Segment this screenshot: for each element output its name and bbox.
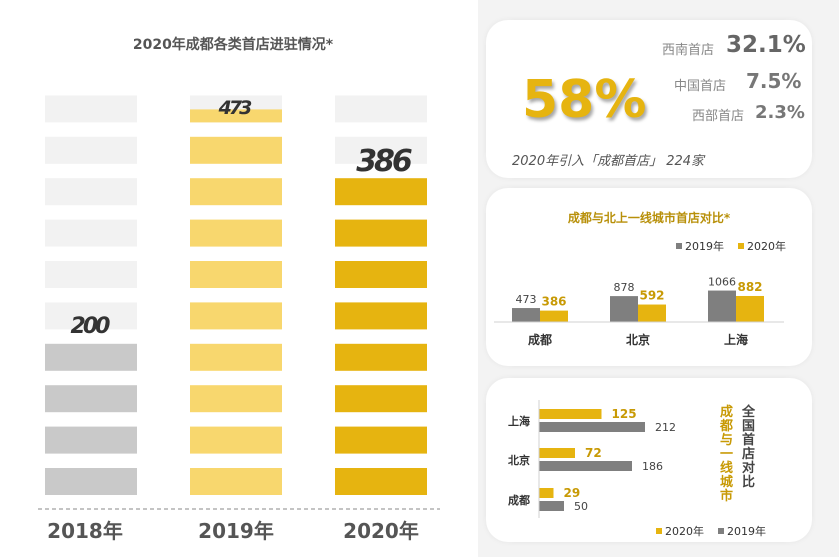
block-filled: [335, 261, 427, 288]
block-filled: [190, 385, 282, 413]
national-compare-card: 125 212 上海 72 186 北京 29 50 成都 2020年 2019年 成都与一线城市 …: [486, 378, 812, 542]
hbar-2020: [539, 448, 575, 458]
category-label: 上海: [724, 332, 748, 347]
category-label: 成都: [528, 332, 552, 347]
block-empty: [45, 219, 137, 247]
stat-label-china: 中国首店: [673, 79, 726, 94]
column-value-label: 386: [356, 144, 412, 179]
bar-2020: [540, 310, 568, 322]
block-filled: [335, 343, 427, 371]
hbar-2019: [539, 501, 564, 511]
left-chart-title: 2020年成都各类首店进驻情况*: [132, 37, 334, 53]
city-compare-chart: 2019年 2020年 473 386 成都 878 592 北京 1066 882 上海: [494, 239, 786, 347]
bar-label-2020: 386: [541, 295, 566, 309]
legend-swatch: [718, 528, 724, 534]
block-filled: [190, 426, 282, 454]
hbar-2019: [539, 461, 632, 471]
summary-caption: 2020年引入「成都首店」 224家: [512, 154, 705, 169]
hbar-2020: [539, 409, 602, 419]
stat-value-china: 7.5%: [746, 69, 802, 93]
block-filled: [335, 385, 427, 413]
column-year-label: 2020年: [343, 519, 419, 543]
legend-swatch: [656, 528, 662, 534]
hbar-2019: [539, 422, 645, 432]
column-value-label: 200: [71, 314, 111, 339]
bar-label-2019: 1066: [708, 276, 736, 289]
block-empty: [335, 136, 427, 164]
block-empty: [45, 261, 137, 288]
block-filled: [45, 343, 137, 371]
block-filled: [335, 302, 427, 330]
hbar-2020: [539, 488, 554, 498]
block-filled-partial: [190, 109, 282, 123]
block-filled: [335, 219, 427, 247]
bar-label-2019: 473: [516, 293, 537, 306]
hbar-label-2019: 212: [655, 421, 676, 434]
stat-label-southwest: 西南首店: [661, 43, 714, 58]
hbar-label-2019: 186: [642, 460, 663, 473]
bar-2020: [638, 304, 666, 322]
national-compare-title-part1: 成都与一线城市: [720, 405, 734, 504]
legend-label: 2019年: [727, 524, 766, 538]
block-filled: [190, 343, 282, 371]
block-filled: [45, 426, 137, 454]
hbar-label-2020: 72: [585, 446, 602, 460]
stat-label-west: 西部首店: [691, 109, 744, 124]
block-empty: [45, 302, 137, 330]
city-compare-card: 成都与北上一线城市首店对比* 2019年 2020年 473 386 成都 878 592 北…: [486, 188, 812, 366]
bar-2019: [512, 308, 540, 322]
block-filled: [335, 468, 427, 495]
national-compare-title-part2: 全国首店对比: [742, 405, 756, 490]
hbar-category-label: 北京: [508, 453, 530, 467]
block-empty: [45, 136, 137, 164]
legend-label: 2019年: [685, 239, 724, 253]
bar-label-2020: 592: [639, 289, 664, 303]
column-year-label: 2018年: [47, 519, 123, 543]
block-filled: [190, 261, 282, 288]
legend-swatch: [738, 243, 744, 249]
block-empty: [335, 95, 427, 123]
legend-swatch: [676, 243, 682, 249]
bar-2020: [736, 295, 764, 322]
block-filled: [190, 178, 282, 206]
block-filled: [335, 426, 427, 454]
block-empty: [45, 95, 137, 123]
bar-label-2020: 882: [737, 280, 762, 294]
bar-2019: [610, 296, 638, 322]
hbar-category-label: 成都: [508, 493, 530, 507]
big-percent: 58%: [522, 70, 647, 130]
block-filled: [45, 468, 137, 495]
stacked-block-chart: 200 2018年 473 2019年 386 2020年: [38, 95, 440, 543]
stat-value-west: 2.3%: [755, 102, 805, 123]
block-filled: [190, 302, 282, 330]
column-year-label: 2019年: [198, 519, 274, 543]
hbar-label-2019: 50: [574, 500, 588, 513]
column-value-label: 473: [218, 97, 252, 119]
category-label: 北京: [626, 332, 650, 347]
stat-value-southwest: 32.1%: [726, 32, 806, 58]
legend-label: 2020年: [665, 524, 704, 538]
block-filled: [45, 385, 137, 413]
block-empty: [45, 178, 137, 206]
block-filled: [335, 178, 427, 206]
hbar-label-2020: 125: [612, 407, 637, 421]
summary-card: 58% 西南首店 32.1% 中国首店 7.5% 西部首店 2.3% 2020年…: [486, 20, 812, 178]
legend-label: 2020年: [747, 239, 786, 253]
bar-label-2019: 878: [614, 281, 635, 294]
city-compare-title: 成都与北上一线城市首店对比*: [567, 211, 731, 225]
block-filled: [190, 136, 282, 164]
block-filled: [190, 219, 282, 247]
hbar-label-2020: 29: [564, 486, 581, 500]
hbar-category-label: 上海: [508, 414, 530, 428]
bar-2019: [708, 290, 736, 322]
left-panel: 2020年成都各类首店进驻情况* 200 2018年 473 2019年 386 2020…: [0, 0, 478, 557]
block-filled: [190, 468, 282, 495]
